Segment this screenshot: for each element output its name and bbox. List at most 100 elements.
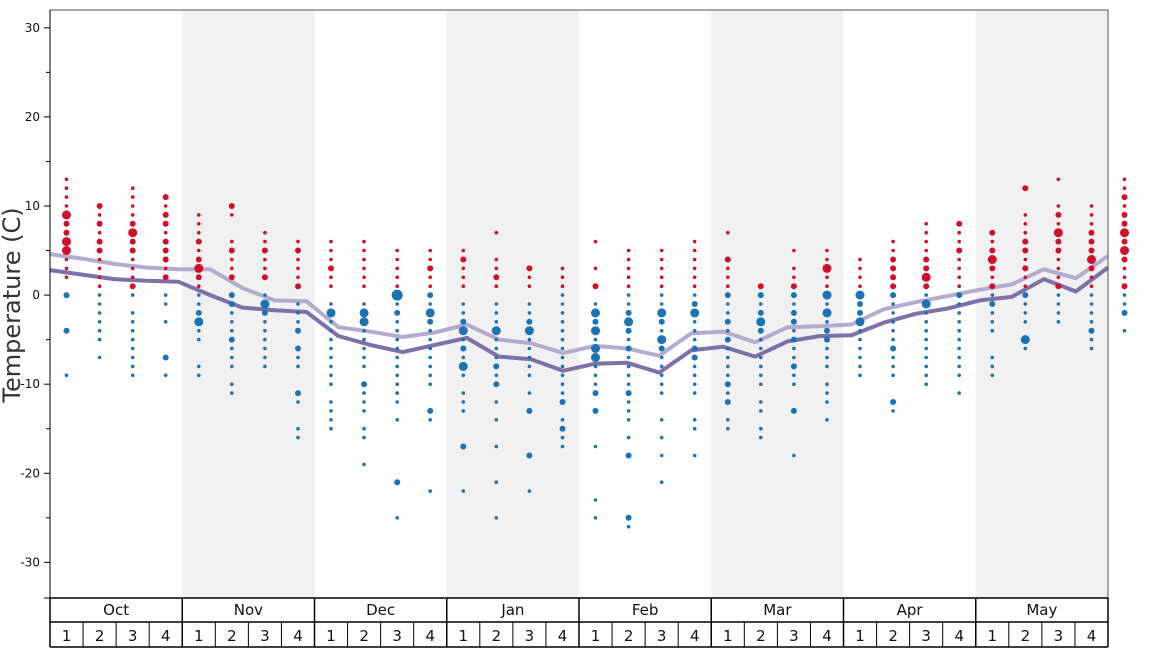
warm-dot xyxy=(1122,177,1127,182)
cold-dot xyxy=(825,302,829,306)
cold-dot xyxy=(924,311,928,315)
warm-dot xyxy=(924,248,928,253)
cold-dot xyxy=(1089,311,1094,315)
cold-dot xyxy=(263,328,267,333)
warm-dot xyxy=(461,248,466,253)
cold-dot xyxy=(692,364,697,369)
cold-dot xyxy=(692,320,697,324)
cold-dot xyxy=(690,308,700,318)
cold-dot xyxy=(63,292,70,299)
cold-dot xyxy=(362,435,366,440)
cold-dot xyxy=(362,426,366,431)
cold-dot xyxy=(692,328,697,333)
warm-dot xyxy=(957,257,961,262)
warm-dot xyxy=(956,247,963,254)
cold-dot xyxy=(625,327,632,334)
warm-dot xyxy=(395,284,400,289)
warm-dot xyxy=(230,239,234,244)
warm-dot xyxy=(724,256,731,263)
warm-dot xyxy=(890,265,897,272)
warm-dot xyxy=(1122,204,1127,208)
cold-dot xyxy=(97,328,102,333)
warm-dot xyxy=(1022,247,1029,254)
warm-dot xyxy=(64,195,69,199)
cold-dot xyxy=(626,293,631,297)
warm-dot xyxy=(64,275,69,280)
warm-dot xyxy=(328,265,334,272)
cold-dot xyxy=(494,320,499,324)
warm-dot xyxy=(1023,284,1028,289)
warm-dot xyxy=(195,274,202,281)
warm-dot xyxy=(395,248,400,253)
warm-dot xyxy=(891,239,895,244)
cold-dot xyxy=(362,346,366,351)
cold-dot xyxy=(593,364,598,369)
warm-dot xyxy=(130,186,135,190)
warm-dot xyxy=(64,186,69,190)
cold-dot xyxy=(626,524,631,529)
warm-dot xyxy=(1023,222,1028,226)
warm-dot xyxy=(97,284,102,289)
cold-dot xyxy=(1056,320,1061,324)
cold-dot xyxy=(395,328,400,333)
month-band-may xyxy=(975,10,1108,598)
warm-dot xyxy=(1088,238,1095,245)
warm-dot xyxy=(659,266,664,271)
cold-dot xyxy=(97,320,102,324)
week-label: 4 xyxy=(425,627,435,645)
warm-dot xyxy=(923,283,930,290)
warm-dot xyxy=(593,266,598,271)
month-band-nov xyxy=(182,10,315,598)
warm-dot xyxy=(560,266,565,271)
cold-dot xyxy=(428,373,433,378)
warm-dot xyxy=(261,274,268,281)
cold-dot xyxy=(1023,346,1028,351)
warm-dot xyxy=(1088,247,1095,254)
cold-dot xyxy=(659,453,664,458)
cold-dot xyxy=(726,391,730,395)
cold-dot xyxy=(724,292,731,299)
warm-dot xyxy=(527,275,532,280)
cold-dot xyxy=(428,364,433,369)
warm-dot xyxy=(924,230,928,235)
cold-dot xyxy=(890,399,897,405)
cold-dot xyxy=(395,373,400,378)
month-label-oct: Oct xyxy=(103,601,129,619)
cold-dot xyxy=(1023,311,1028,315)
week-label: 1 xyxy=(591,627,601,645)
cold-dot xyxy=(857,309,863,316)
cold-dot xyxy=(295,327,301,334)
warm-dot xyxy=(329,239,333,244)
warm-dot xyxy=(1122,266,1127,271)
cold-dot xyxy=(792,453,796,458)
cold-dot xyxy=(559,399,566,405)
cold-dot xyxy=(362,328,366,333)
cold-dot xyxy=(593,498,598,502)
cold-dot xyxy=(362,409,366,413)
warm-dot xyxy=(726,230,730,235)
cold-dot xyxy=(163,293,168,297)
warm-dot xyxy=(1053,228,1063,238)
cold-dot xyxy=(197,328,201,333)
cold-dot xyxy=(395,302,400,306)
cold-dot xyxy=(591,344,600,353)
warm-dot xyxy=(1089,275,1094,280)
warm-dot xyxy=(1089,222,1094,226)
cold-dot xyxy=(692,426,697,431)
cold-dot xyxy=(296,400,300,404)
warm-dot xyxy=(1056,222,1061,226)
warm-dot xyxy=(428,284,433,289)
warm-dot xyxy=(130,204,135,208)
cold-dot xyxy=(593,373,598,378)
cold-dot xyxy=(427,292,434,299)
warm-dot xyxy=(129,247,136,254)
cold-dot xyxy=(491,326,501,336)
warm-dot xyxy=(890,283,897,290)
warm-dot xyxy=(64,266,69,271)
cold-dot xyxy=(527,302,532,306)
cold-dot xyxy=(130,328,135,333)
cold-dot xyxy=(658,345,665,352)
cold-dot xyxy=(924,320,928,324)
warm-dot xyxy=(162,220,169,227)
cold-dot xyxy=(329,400,333,404)
